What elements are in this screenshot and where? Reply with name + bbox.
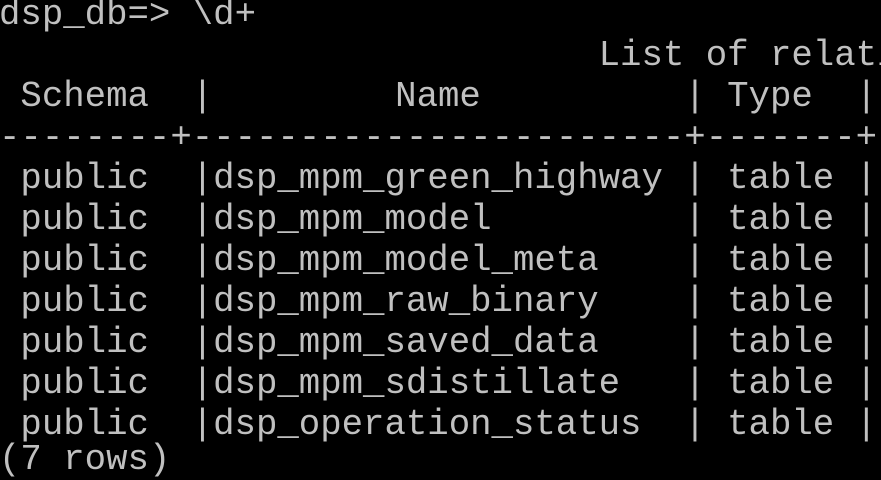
cell-name: dsp_operation_status xyxy=(213,404,642,445)
cell-name: dsp_mpm_green_highway xyxy=(213,158,663,199)
table-title: List of relati xyxy=(0,35,881,76)
header-separator: --------+-----------------------+-------… xyxy=(0,117,881,158)
cell-schema: public xyxy=(20,404,149,445)
cell-type: table xyxy=(727,363,835,404)
table-row: public | dsp_mpm_model_meta | table | xyxy=(0,240,881,281)
cell-type: table xyxy=(727,281,835,322)
cell-type: table xyxy=(727,158,835,199)
cell-type: table xyxy=(727,404,835,445)
cell-type: table xyxy=(727,322,835,363)
table-body: public | dsp_mpm_green_highway | table | p… xyxy=(0,158,881,445)
cell-schema: public xyxy=(20,322,149,363)
command-prompt: dsp_db=> \d+ xyxy=(0,0,256,35)
cell-name: dsp_mpm_model xyxy=(213,199,492,240)
cell-type: table xyxy=(727,199,835,240)
header-schema: Schema xyxy=(20,76,149,117)
table-header: Schema | Name | Type | xyxy=(0,76,881,117)
cell-schema: public xyxy=(20,281,149,322)
table-title-text: List of relati xyxy=(598,35,881,76)
cell-schema: public xyxy=(20,240,149,281)
table-row: public | dsp_operation_status | table | xyxy=(0,404,881,445)
table-row: public | dsp_mpm_model | table | xyxy=(0,199,881,240)
table-row: public | dsp_mpm_raw_binary | table | xyxy=(0,281,881,322)
table-row: public | dsp_mpm_saved_data | table | xyxy=(0,322,881,363)
cell-name: dsp_mpm_model_meta xyxy=(213,240,599,281)
cell-schema: public xyxy=(20,158,149,199)
cell-type: table xyxy=(727,240,835,281)
row-count: (7 rows) xyxy=(0,439,171,480)
cell-name: dsp_mpm_saved_data xyxy=(213,322,599,363)
header-name: Name xyxy=(395,76,481,117)
table-row: public | dsp_mpm_green_highway | table | xyxy=(0,158,881,199)
header-type: Type xyxy=(727,76,813,117)
cell-schema: public xyxy=(20,363,149,404)
cell-name: dsp_mpm_raw_binary xyxy=(213,281,599,322)
cell-name: dsp_mpm_sdistillate xyxy=(213,363,621,404)
table-row: public | dsp_mpm_sdistillate | table | xyxy=(0,363,881,404)
cell-schema: public xyxy=(20,199,149,240)
